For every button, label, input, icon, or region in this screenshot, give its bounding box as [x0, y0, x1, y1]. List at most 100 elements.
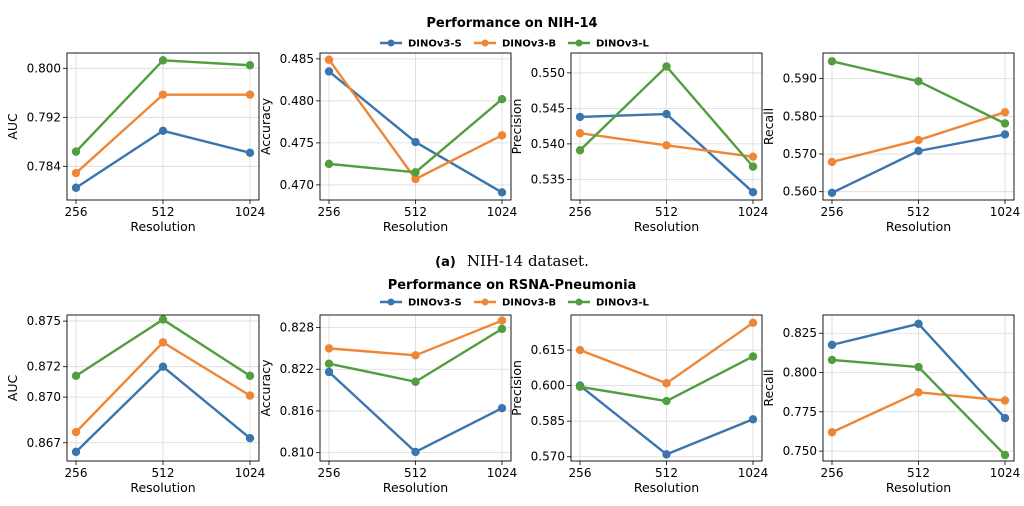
legend-label: DINOv3-L — [596, 39, 650, 50]
legend-swatch-marker — [575, 39, 583, 47]
data-point — [1000, 107, 1010, 117]
y-axis-label: AUC — [5, 375, 20, 402]
data-point — [575, 129, 585, 138]
data-point — [497, 95, 507, 104]
series-dinov3-b — [71, 90, 255, 178]
legend-swatch-marker — [575, 298, 583, 306]
data-point — [662, 141, 671, 150]
y-axis-label: Recall — [761, 108, 776, 145]
chart-panel-1: 256 512 1024 0.784 0.792 0.800 Resolution AUC — [5, 52, 265, 234]
series-dinov3-s — [71, 362, 255, 457]
y-tick-label: 0.550 — [531, 66, 565, 80]
data-point — [1000, 413, 1010, 423]
series-dinov3-b — [575, 129, 758, 161]
x-tick-label: 1024 — [990, 205, 1021, 219]
y-tick-label: 0.784 — [27, 159, 61, 173]
data-point — [914, 77, 923, 86]
x-tick-label: 512 — [907, 466, 930, 480]
series-dinov3-s — [324, 67, 507, 197]
y-tick-label: 0.872 — [27, 360, 61, 374]
data-point — [914, 319, 923, 329]
data-point — [245, 148, 255, 158]
y-tick-label: 0.750 — [783, 444, 817, 458]
data-point — [411, 447, 420, 457]
y-tick-label: 0.825 — [783, 326, 817, 340]
data-point — [497, 403, 507, 413]
data-point — [575, 345, 585, 355]
data-point — [1000, 450, 1010, 460]
data-point — [748, 152, 758, 161]
legend-nih: DINOv3-S DINOv3-B DINOv3-L — [380, 39, 650, 50]
legend-label: DINOv3-L — [596, 298, 650, 309]
series-dinov3-b — [575, 318, 758, 388]
data-point — [324, 55, 334, 64]
data-point — [827, 355, 837, 365]
y-tick-label: 0.480 — [280, 94, 314, 108]
data-point — [914, 362, 923, 372]
data-point — [324, 67, 334, 76]
series-dinov3-b — [324, 316, 507, 360]
data-point — [575, 146, 585, 155]
data-point — [575, 382, 585, 392]
y-tick-label: 0.475 — [280, 136, 314, 150]
legend-swatch-marker — [387, 298, 395, 306]
x-tick-label: 256 — [318, 466, 341, 480]
data-point — [1000, 396, 1010, 405]
legend-label: DINOv3-B — [502, 39, 556, 50]
data-point — [71, 168, 81, 178]
y-axis-label: Precision — [509, 360, 524, 416]
data-point — [497, 188, 507, 197]
data-point — [324, 159, 334, 169]
data-point — [71, 183, 81, 192]
data-point — [158, 315, 168, 324]
series-dinov3-s — [575, 109, 758, 197]
y-tick-label: 0.828 — [280, 321, 314, 335]
y-tick-label: 0.867 — [27, 436, 61, 450]
data-point — [71, 371, 81, 381]
x-axis-label: Resolution — [634, 219, 699, 234]
y-tick-label: 0.560 — [783, 185, 817, 199]
x-tick-label: 512 — [655, 466, 678, 480]
data-point — [662, 379, 671, 388]
x-axis-label: Resolution — [383, 480, 448, 495]
section-title-nih: Performance on NIH-14 — [426, 16, 597, 31]
x-tick-label: 1024 — [738, 466, 769, 480]
data-point — [575, 112, 585, 122]
data-point — [411, 174, 420, 184]
data-point — [158, 126, 168, 135]
x-tick-label: 256 — [569, 205, 592, 219]
legend-item: DINOv3-B — [474, 298, 556, 309]
legend-swatch-marker — [387, 39, 395, 47]
series-dinov3-l — [324, 95, 507, 177]
x-tick-label: 256 — [569, 466, 592, 480]
x-tick-label: 512 — [655, 205, 678, 219]
data-point — [324, 367, 334, 377]
series-dinov3-l — [827, 355, 1010, 460]
data-point — [1000, 130, 1010, 139]
section-title-rsna: Performance on RSNA-Pneumonia — [388, 278, 637, 293]
data-point — [748, 318, 758, 328]
x-tick-label: 512 — [152, 466, 175, 480]
legend-item: DINOv3-S — [380, 298, 462, 309]
data-point — [827, 57, 837, 66]
legend-item: DINOv3-L — [568, 39, 650, 50]
chart-panel-2: 256 512 1024 0.470 0.475 0.480 0.485 Resolution… — [258, 52, 517, 234]
data-point — [662, 62, 671, 71]
x-axis-label: Resolution — [130, 480, 195, 495]
y-tick-label: 0.875 — [27, 314, 61, 328]
x-tick-label: 1024 — [990, 466, 1021, 480]
chart-panel-6: 256 512 1024 0.810 0.816 0.822 0.828 Resolution… — [258, 314, 517, 495]
y-tick-label: 0.590 — [783, 72, 817, 86]
series-dinov3-l — [827, 57, 1010, 128]
y-tick-label: 0.775 — [783, 405, 817, 419]
y-tick-label: 0.800 — [27, 61, 61, 75]
y-tick-label: 0.540 — [531, 137, 565, 151]
legend-label: DINOv3-B — [502, 298, 556, 309]
data-point — [748, 352, 758, 361]
caption-text: NIH-14 dataset. — [467, 252, 589, 270]
y-tick-label: 0.570 — [783, 147, 817, 161]
chart-panel-4: 256 512 1024 0.560 0.570 0.580 0.590 Resolution… — [761, 52, 1021, 234]
data-point — [748, 187, 758, 197]
y-tick-label: 0.810 — [280, 446, 314, 460]
legend-label: DINOv3-S — [408, 298, 462, 309]
